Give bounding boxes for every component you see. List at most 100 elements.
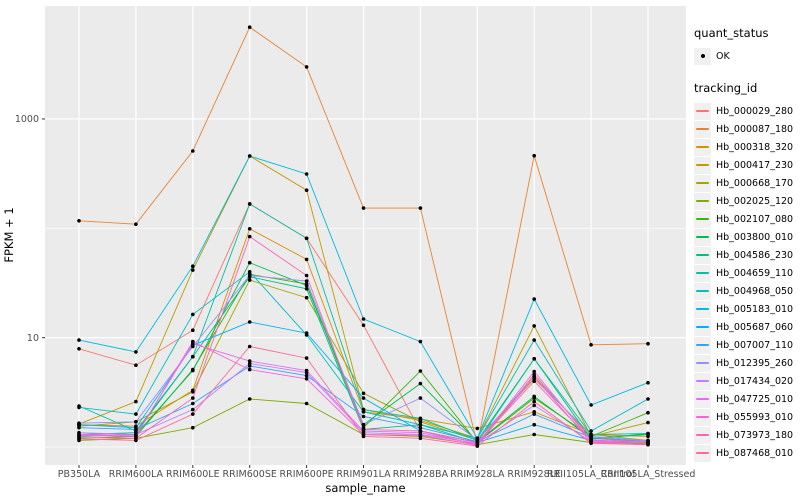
legend-item-label: Hb_073973_180 xyxy=(716,429,794,441)
data-point xyxy=(532,374,536,379)
data-point xyxy=(418,436,423,441)
legend-item-label: Hb_007007_110 xyxy=(716,339,794,351)
data-point xyxy=(589,438,593,442)
line-swatch-icon xyxy=(696,236,709,238)
line-swatch-icon xyxy=(696,434,709,436)
line-swatch-icon xyxy=(696,110,709,112)
legend-item-label: Hb_002025_120 xyxy=(716,195,794,207)
legend-key-box xyxy=(694,228,711,246)
plot-panel xyxy=(45,6,686,465)
legend-item-Hb_087468_010: Hb_087468_010 xyxy=(694,444,798,462)
data-point xyxy=(191,268,195,272)
legend-key-box xyxy=(694,174,711,192)
data-point xyxy=(532,324,536,328)
x-tick-label: RRIM600LA xyxy=(109,469,164,480)
data-point xyxy=(191,354,195,359)
data-point xyxy=(532,412,536,416)
data-point xyxy=(361,422,366,427)
line-swatch-icon xyxy=(696,218,709,220)
data-point xyxy=(418,422,423,427)
data-point xyxy=(191,390,195,394)
data-point xyxy=(361,414,366,419)
data-point xyxy=(646,397,650,401)
legend-key-box xyxy=(694,156,711,174)
data-point xyxy=(361,427,366,432)
data-point xyxy=(247,359,252,363)
data-point xyxy=(418,369,423,373)
legend-item-Hb_073973_180: Hb_073973_180 xyxy=(694,426,798,444)
legend-item-label: Hb_087468_010 xyxy=(716,447,794,459)
data-point xyxy=(589,403,593,407)
data-point xyxy=(304,188,309,192)
data-point xyxy=(191,401,195,406)
x-axis-title: sample_name xyxy=(325,481,406,495)
data-point xyxy=(304,368,309,373)
data-point xyxy=(532,338,536,342)
legend-key-box xyxy=(694,246,711,264)
line-swatch-icon xyxy=(696,146,709,148)
data-point xyxy=(77,425,81,430)
legend-item-Hb_000668_170: Hb_000668_170 xyxy=(694,174,798,192)
data-point xyxy=(247,260,252,265)
line-swatch-icon xyxy=(696,272,709,274)
data-point xyxy=(646,341,650,346)
legend-item-Hb_002107_080: Hb_002107_080 xyxy=(694,210,798,228)
data-point xyxy=(304,331,309,335)
legend-key-box xyxy=(694,192,711,210)
data-point xyxy=(646,420,650,425)
legend-item-label: Hb_005687_060 xyxy=(716,321,794,333)
data-point xyxy=(247,320,252,324)
legend-item-label: Hb_004586_230 xyxy=(716,249,794,261)
data-point xyxy=(304,373,309,378)
data-point xyxy=(646,442,650,447)
point-icon xyxy=(700,54,705,58)
line-swatch-icon xyxy=(696,308,709,310)
legend-key-box xyxy=(694,120,711,138)
data-point xyxy=(134,363,138,368)
y-tick-label: 1000 xyxy=(15,114,39,125)
legend-item-Hb_047725_010: Hb_047725_010 xyxy=(694,390,798,408)
x-tick-label: RRIM928BA xyxy=(393,469,449,480)
legend-items-tracking-id: Hb_000029_280 Hb_000087_180 Hb_000318_320 H… xyxy=(694,102,798,462)
legend-item-Hb_055993_010: Hb_055993_010 xyxy=(694,408,798,426)
legend-title-tracking-id: tracking_id xyxy=(694,81,758,95)
legend-item-Hb_005183_010: Hb_005183_010 xyxy=(694,300,798,318)
legend-key-box xyxy=(694,102,711,120)
data-point xyxy=(532,394,536,399)
legend-item-Hb_002025_120: Hb_002025_120 xyxy=(694,192,798,210)
legend-section-tracking-id: tracking_id Hb_000029_280 Hb_000087_180 Hb… xyxy=(694,81,798,462)
data-point xyxy=(361,396,366,400)
data-point xyxy=(77,219,81,223)
legend-item-Hb_003800_010: Hb_003800_010 xyxy=(694,228,798,246)
line-swatch-icon xyxy=(696,182,709,184)
line-swatch-icon xyxy=(696,200,709,202)
data-point xyxy=(361,391,366,396)
data-point xyxy=(589,441,593,446)
legend-item-Hb_000417_230: Hb_000417_230 xyxy=(694,156,798,174)
legend-key-box xyxy=(694,336,711,354)
data-point xyxy=(418,425,423,430)
legend-key-box xyxy=(694,426,711,444)
data-point xyxy=(532,399,536,404)
data-point xyxy=(304,401,309,406)
legend-title-quant-status: quant_status xyxy=(694,26,769,40)
legend-item-label: Hb_012395_260 xyxy=(716,357,794,369)
x-tick-label: RRIM928LE xyxy=(507,469,561,480)
line-swatch-icon xyxy=(696,164,709,166)
data-point xyxy=(418,396,423,400)
data-point xyxy=(418,381,423,386)
data-point xyxy=(361,410,366,414)
data-point xyxy=(589,434,593,439)
data-point xyxy=(304,356,309,360)
legend-item-Hb_004968_050: Hb_004968_050 xyxy=(694,282,798,300)
data-point xyxy=(191,407,195,412)
legend-item-label: Hb_003800_010 xyxy=(716,231,794,243)
data-point xyxy=(304,283,309,288)
y-tick-label: 10 xyxy=(27,333,39,344)
legend-item-label: Hb_055993_010 xyxy=(716,411,794,423)
line-swatch-icon xyxy=(696,452,709,454)
data-point xyxy=(247,273,252,278)
legend-item-label: Hb_047725_010 xyxy=(716,393,794,405)
legend-item-Hb_005687_060: Hb_005687_060 xyxy=(694,318,798,336)
legend-key-box xyxy=(694,408,711,426)
